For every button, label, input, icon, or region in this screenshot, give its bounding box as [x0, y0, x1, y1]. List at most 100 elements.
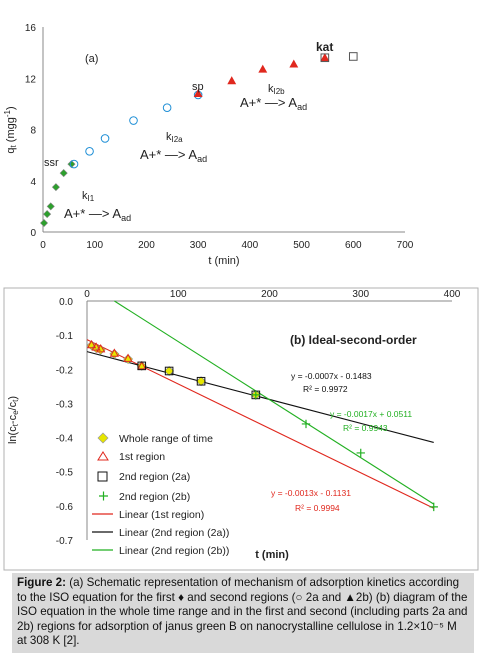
a-x-tick-label: 700 — [397, 240, 414, 251]
b-y-tick-label: -0.7 — [56, 536, 74, 547]
b-y-axis-label: ln(ct-ce/ct) — [7, 396, 20, 444]
equation-1st: y = -0.0013x - 0.1131 — [271, 488, 351, 498]
data-point-triangle — [137, 361, 147, 370]
data-point-circle — [129, 116, 138, 125]
data-point-plus — [429, 502, 438, 512]
a-y-tick-label: 8 — [30, 126, 36, 137]
data-point-triangle — [193, 88, 203, 98]
data-point-triangle — [91, 342, 101, 351]
data-point-circle — [85, 146, 94, 156]
panel-b: 0 100 200 300 400 0.0 -0.1 -0.2 -0.3 -0.4 -0.5 -0.… — [3, 287, 479, 571]
data-point-triangle — [289, 59, 299, 68]
a-y-tick-label: 16 — [25, 23, 37, 34]
a-x-tick-label: 0 — [40, 240, 46, 251]
legend-label: Linear (2nd region (2a)) — [119, 527, 229, 539]
r2-2b: R² = 0.9943 — [343, 423, 388, 433]
data-point-diamond — [51, 183, 60, 192]
data-point-diamond — [46, 202, 55, 211]
annotation-sp: sp — [192, 81, 204, 93]
b-y-tick-label: -0.5 — [56, 468, 74, 479]
annotation-k2a: kI2a — [166, 131, 183, 144]
legend-marker-diamond — [97, 432, 109, 444]
data-point-circle — [69, 159, 79, 169]
b-x-tick-label: 400 — [444, 289, 461, 300]
equation-2b: y = -0.0017x + 0.0511 — [330, 409, 412, 419]
data-point-square — [164, 366, 174, 376]
data-point-diamond — [164, 366, 175, 376]
b-x-tick-label: 200 — [261, 289, 278, 300]
legend-item-linear-2b: Linear (2nd region (2b)) — [92, 545, 229, 557]
caption-text: (a) Schematic representation of mechanis… — [17, 576, 468, 648]
data-point-triangle — [109, 348, 120, 357]
a-x-ticks: 0 100 200 300 400 500 600 700 — [40, 240, 414, 251]
data-point-diamond — [59, 169, 68, 178]
b-legend: Whole range of time 1st region 2nd regio… — [92, 432, 229, 557]
legend-marker-plus — [99, 491, 108, 501]
a-data-points — [40, 52, 358, 228]
b-y-tick-label: -0.2 — [56, 365, 74, 376]
b-x-ticks: 0 100 200 300 400 — [84, 289, 461, 300]
legend-label: 1st region — [119, 451, 165, 463]
b-y-tick-label: -0.6 — [56, 502, 74, 513]
data-point-diamond — [109, 348, 120, 359]
legend-label: 2nd region (2b) — [119, 491, 190, 503]
a-x-axis-label: t (min) — [208, 255, 239, 267]
annotation-reaction-2a: A+* —> Aad — [140, 147, 207, 164]
data-point-diamond — [40, 219, 49, 228]
data-point-triangle — [123, 353, 133, 362]
data-point-plus — [251, 390, 261, 400]
a-x-tick-label: 500 — [293, 240, 310, 251]
data-point-diamond — [67, 160, 76, 169]
annotation-ssr: ssr — [44, 157, 59, 169]
data-point-square — [320, 53, 330, 63]
data-point-plus — [356, 448, 365, 458]
b-y-tick-label: -0.3 — [56, 399, 74, 410]
legend-label: Linear (2nd region (2b)) — [119, 545, 229, 557]
a-x-tick-label: 200 — [138, 240, 155, 251]
a-y-tick-label: 12 — [25, 74, 37, 85]
b-x-tick-label: 100 — [170, 289, 187, 300]
figure-caption: Figure 2: (a) Schematic representation o… — [12, 573, 474, 653]
legend-item-whole-range: Whole range of time — [97, 432, 213, 445]
b-data-points — [86, 339, 438, 512]
data-point-square — [196, 376, 206, 386]
a-panel-label: (a) — [85, 53, 98, 65]
a-y-tick-label: 4 — [30, 177, 36, 188]
caption-label: Figure 2: — [17, 576, 66, 589]
b-y-tick-label: -0.4 — [56, 434, 74, 445]
data-point-triangle — [320, 53, 330, 62]
legend-item-1st-region: 1st region — [97, 451, 165, 463]
data-point-diamond — [136, 360, 147, 371]
panel-a: 0 100 200 300 400 500 600 700 0 4 8 12 16 t (min) q… — [3, 23, 414, 267]
legend-label: 2nd region (2a) — [119, 471, 190, 483]
a-y-tick-label: 0 — [30, 228, 36, 239]
legend-marker-square — [97, 471, 108, 482]
b-x-axis-label: t (min) — [255, 549, 289, 561]
legend-item-linear-1st: Linear (1st region) — [92, 509, 204, 521]
data-point-square — [348, 52, 358, 61]
a-x-tick-label: 300 — [190, 240, 207, 251]
legend-marker-triangle — [97, 451, 109, 461]
data-point-diamond — [123, 354, 133, 364]
b-y-ticks: 0.0 -0.1 -0.2 -0.3 -0.4 -0.5 -0.6 -0.7 — [56, 297, 74, 547]
b-y-tick-label: -0.1 — [56, 331, 74, 342]
data-point-diamond — [43, 210, 52, 219]
equation-2a: y = -0.0007x - 0.1483 — [291, 371, 372, 381]
legend-item-linear-2a: Linear (2nd region (2a)) — [92, 527, 229, 539]
legend-item-2nd-region-2b: 2nd region (2b) — [99, 491, 190, 503]
a-x-tick-label: 100 — [86, 240, 103, 251]
b-y-tick-label: 0.0 — [59, 297, 73, 308]
legend-label: Linear (1st region) — [119, 509, 204, 521]
annotation-kat: kat — [316, 40, 333, 54]
a-x-tick-label: 400 — [242, 240, 259, 251]
legend-item-2nd-region-2a: 2nd region (2a) — [97, 471, 190, 483]
data-point-triangle — [86, 339, 97, 349]
data-point-plus — [301, 419, 311, 429]
b-x-tick-label: 0 — [84, 289, 90, 300]
b-chart-frame — [3, 287, 479, 571]
trendline — [114, 300, 435, 505]
annotation-k2b: kI2b — [268, 83, 285, 96]
data-point-triangle — [258, 64, 268, 73]
b-title: (b) Ideal-second-order — [290, 333, 417, 347]
